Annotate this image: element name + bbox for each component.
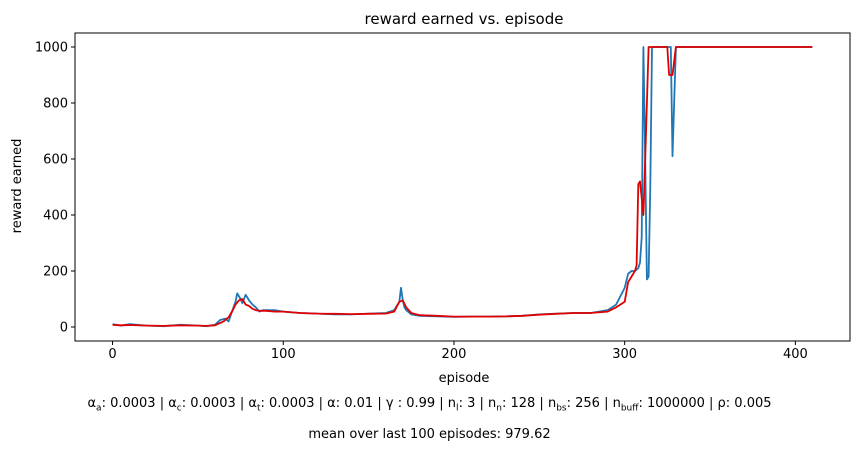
- param-8: nbuff: 1000000 |: [612, 396, 718, 414]
- plot-area: 0 100 200 300 400 0 200 400 600 800 1000: [35, 32, 851, 362]
- x-tick-label-400: 400: [783, 347, 808, 362]
- y-tick-label-800: 800: [43, 97, 68, 112]
- param-0: αa: 0.0003 |: [87, 396, 169, 414]
- x-tick-label-0: 0: [108, 347, 116, 362]
- y-tick-label-0: 0: [60, 321, 68, 336]
- y-axis-label: reward earned: [10, 139, 25, 234]
- y-tick-label-400: 400: [43, 209, 68, 224]
- chart-title: reward earned vs. episode: [365, 10, 564, 28]
- param-4: γ : 0.99 |: [385, 396, 448, 411]
- y-tick-label-200: 200: [43, 265, 68, 280]
- mean-summary: mean over last 100 episodes: 979.62: [308, 427, 551, 442]
- x-tick-label-100: 100: [271, 347, 296, 362]
- param-9: ρ: 0.005: [717, 396, 772, 411]
- axes-frame: [74, 32, 851, 342]
- y-tick-label-600: 600: [43, 153, 68, 168]
- x-axis-label: episode: [439, 371, 490, 386]
- series-line-1: [112, 46, 813, 327]
- param-2: αt: 0.0003 |: [248, 396, 328, 414]
- param-7: nbs: 256 |: [547, 396, 613, 414]
- param-5: nl: 3 |: [447, 396, 488, 414]
- x-tick-label-200: 200: [442, 347, 467, 362]
- series-line-0: [112, 46, 813, 328]
- param-3: α: 0.01 |: [327, 396, 386, 411]
- x-tick-label-300: 300: [612, 347, 637, 362]
- param-1: αc: 0.0003 |: [168, 396, 249, 414]
- hyperparameter-caption: αa: 0.0003 | αc: 0.0003 | αt: 0.0003 | α…: [0, 396, 859, 414]
- y-tick-label-1000: 1000: [35, 41, 68, 56]
- param-6: nn: 128 |: [488, 396, 548, 414]
